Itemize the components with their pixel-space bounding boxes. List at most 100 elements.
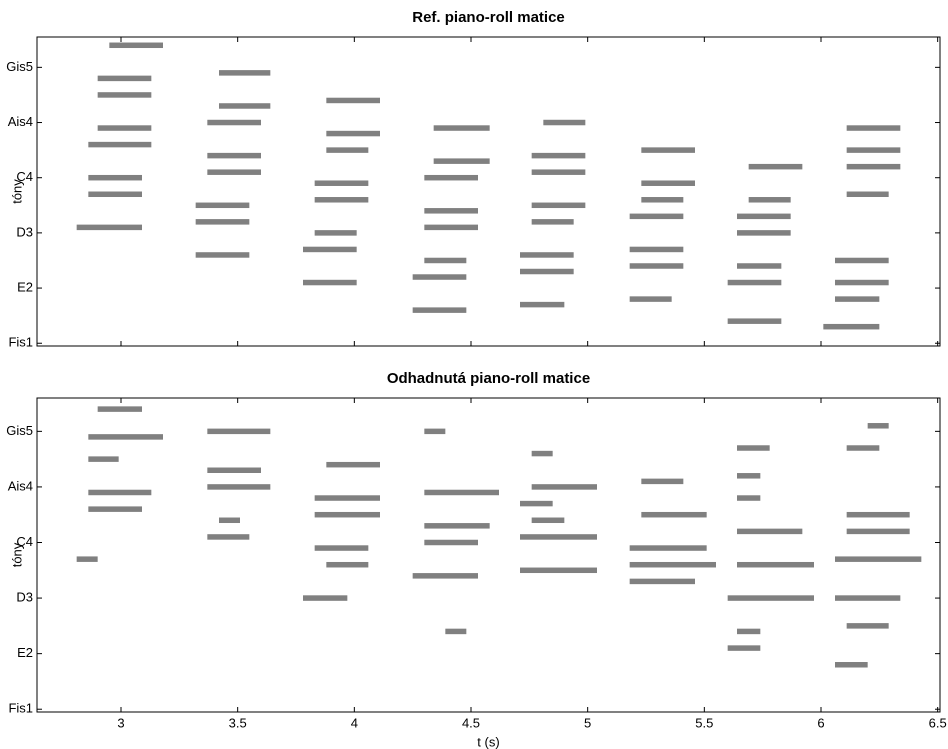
note [219, 103, 271, 109]
note [207, 428, 271, 435]
note [727, 645, 761, 651]
chart-title: Odhadnutá piano-roll matice [387, 370, 590, 387]
note [520, 534, 597, 540]
note [867, 423, 889, 429]
note [737, 263, 782, 269]
note [314, 545, 369, 551]
note [520, 301, 565, 308]
note [823, 323, 880, 330]
note [207, 169, 261, 175]
note [219, 70, 271, 76]
note [748, 197, 791, 203]
note [326, 130, 380, 137]
x-tick-label: 6.5 [929, 715, 947, 730]
note [88, 489, 152, 496]
x-tick-label: 4.5 [462, 715, 480, 730]
note [520, 268, 574, 275]
note [543, 119, 586, 126]
note [641, 147, 695, 153]
note [520, 567, 597, 574]
note [737, 213, 791, 220]
note [207, 119, 261, 126]
note [737, 495, 761, 501]
y-axis-label: tóny [9, 542, 24, 567]
note [412, 274, 467, 280]
note [88, 456, 119, 462]
y-tick-label: C4 [16, 534, 33, 549]
note [531, 219, 574, 225]
note [314, 230, 357, 236]
x-tick-label: 5.5 [695, 715, 713, 730]
note [846, 125, 901, 131]
y-tick-label: C4 [16, 169, 33, 184]
note [433, 125, 490, 131]
note [531, 484, 597, 490]
note [207, 484, 271, 490]
y-tick-label: Ais4 [8, 114, 33, 129]
note [88, 191, 142, 198]
note [641, 478, 684, 485]
note [737, 628, 761, 635]
y-axis-label: tóny [9, 179, 24, 204]
note [303, 595, 348, 601]
x-axis-label: t (s) [477, 734, 499, 749]
note [424, 208, 478, 214]
x-tick-label: 3.5 [229, 715, 247, 730]
note [846, 623, 889, 629]
y-tick-label: Ais4 [8, 478, 33, 493]
note [326, 97, 380, 104]
x-tick-label: 4 [351, 715, 358, 730]
note [520, 252, 574, 258]
x-tick-label: 6 [817, 715, 824, 730]
note [846, 163, 901, 170]
y-tick-label: D3 [16, 590, 33, 605]
note [76, 224, 142, 231]
note [641, 511, 707, 518]
note [97, 125, 152, 131]
note [846, 445, 880, 451]
note [207, 467, 261, 473]
note [846, 191, 889, 198]
note [314, 511, 380, 518]
note [326, 461, 380, 468]
note [412, 573, 478, 579]
note [109, 42, 163, 49]
x-tick-label: 5 [584, 715, 591, 730]
note [641, 197, 684, 203]
note [835, 556, 922, 562]
note [835, 296, 880, 302]
note [531, 152, 586, 159]
note [195, 202, 250, 209]
note [76, 556, 98, 562]
note [303, 279, 357, 286]
note [629, 246, 684, 253]
note [424, 523, 490, 529]
note [424, 428, 446, 435]
y-tick-label: D3 [16, 224, 33, 239]
note [531, 450, 553, 457]
plot-area [36, 397, 941, 713]
x-tick-label: 3 [117, 715, 124, 730]
note [846, 528, 910, 535]
note [727, 279, 782, 286]
note [97, 75, 152, 82]
note [737, 528, 803, 535]
note [629, 296, 672, 302]
note [97, 406, 142, 412]
note [445, 628, 467, 635]
note [835, 595, 901, 601]
note [433, 158, 490, 164]
note [727, 595, 814, 601]
note [424, 539, 478, 546]
note [314, 197, 369, 203]
note [737, 445, 770, 451]
note [195, 252, 250, 258]
plot-area [36, 36, 941, 347]
y-tick-label: Gis5 [6, 423, 33, 438]
note [412, 307, 467, 313]
note [314, 180, 369, 186]
note [748, 163, 803, 170]
note [326, 147, 369, 153]
note [88, 434, 163, 440]
